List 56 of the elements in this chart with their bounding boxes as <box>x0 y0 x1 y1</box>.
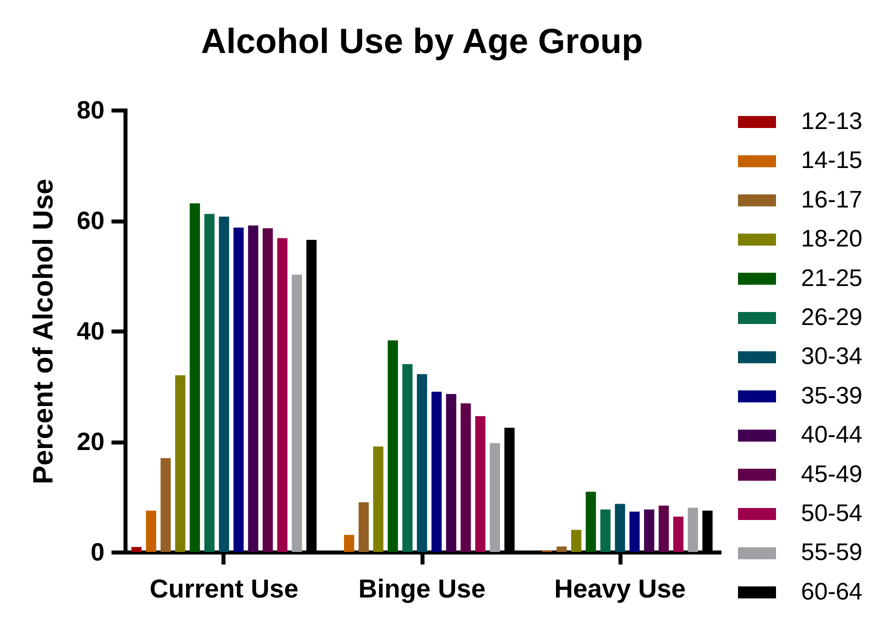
y-tick-label: 0 <box>90 538 104 566</box>
bar <box>688 508 698 552</box>
bar <box>475 416 486 552</box>
bar <box>344 534 354 552</box>
x-tick-label: Binge Use <box>358 574 486 604</box>
bar <box>556 546 567 552</box>
bar <box>160 458 171 552</box>
legend-label: 21-25 <box>801 264 862 292</box>
legend-label: 26-29 <box>801 304 862 331</box>
y-axis-title: Percent of Alcohol Use <box>28 178 59 484</box>
legend-label: 50-54 <box>801 500 862 527</box>
bar <box>644 509 654 552</box>
bar <box>614 504 626 552</box>
y-tick-label: 20 <box>76 428 104 456</box>
legend-label: 30-34 <box>801 343 862 370</box>
bar <box>358 502 369 552</box>
legend-label: 45-49 <box>801 460 862 488</box>
legend-label: 35-39 <box>801 382 862 410</box>
bar <box>131 547 142 552</box>
bar <box>175 375 186 552</box>
y-tick-label: 40 <box>76 318 104 346</box>
legend-label: 40-44 <box>801 422 862 449</box>
legend-label: 60-64 <box>801 578 862 606</box>
bar <box>146 510 156 552</box>
bar <box>402 364 413 552</box>
bar <box>571 530 582 552</box>
bar <box>204 214 215 552</box>
bar <box>586 492 596 552</box>
legend-label: 55-59 <box>801 539 862 566</box>
bar <box>218 216 230 552</box>
bar <box>262 228 273 552</box>
legend-label: 12-13 <box>801 108 862 135</box>
y-tick-label: 80 <box>76 96 104 124</box>
legend-label: 18-20 <box>801 226 862 253</box>
bar <box>248 225 258 552</box>
bar <box>446 394 456 552</box>
bar <box>388 340 398 552</box>
y-tick-label: 60 <box>76 207 104 235</box>
bar <box>600 509 611 552</box>
chart-title: Alcohol Use by Age Group <box>200 22 644 61</box>
bar <box>673 516 684 552</box>
legend-label: 14-15 <box>801 147 862 174</box>
bar <box>416 374 428 552</box>
bar <box>190 203 200 552</box>
x-tick-label: Current Use <box>150 574 298 604</box>
bar <box>658 506 669 552</box>
bar <box>490 443 500 552</box>
bar <box>277 238 288 552</box>
legend-label: 16-17 <box>801 186 862 214</box>
bar <box>373 446 384 552</box>
bar <box>233 228 244 552</box>
bar <box>431 392 442 552</box>
bar <box>629 512 640 552</box>
bar <box>460 403 471 552</box>
x-tick-label: Heavy Use <box>554 574 686 604</box>
bar <box>292 274 302 552</box>
